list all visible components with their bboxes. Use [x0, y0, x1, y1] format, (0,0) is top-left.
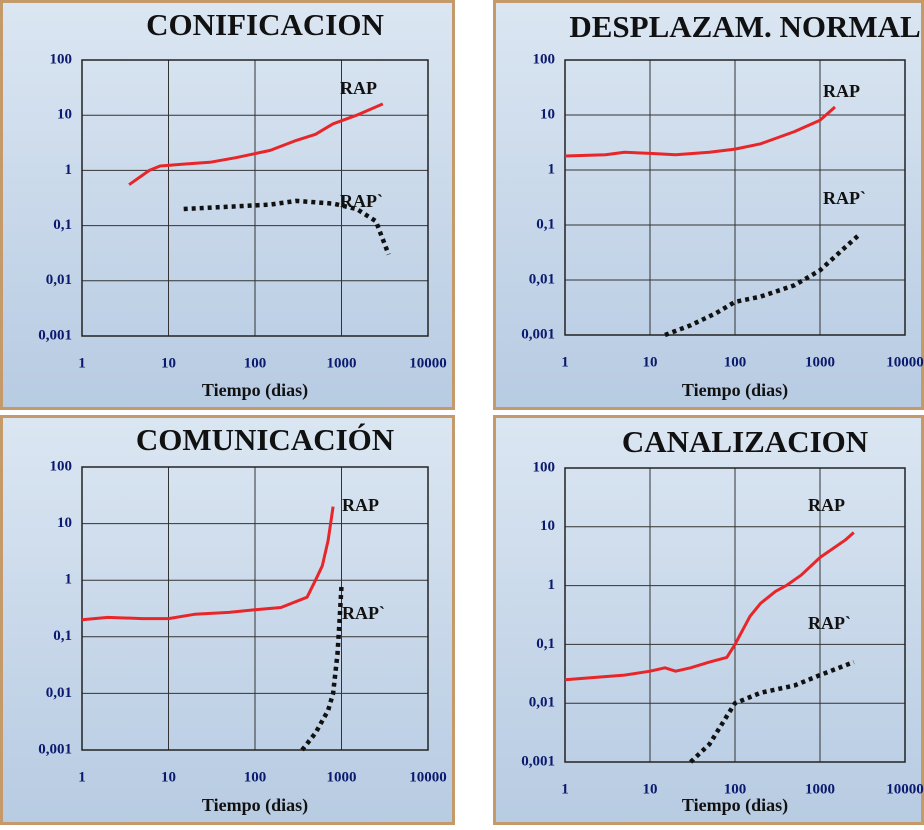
- x-tick-label: 100: [724, 354, 747, 370]
- x-tick-label: 1: [78, 355, 86, 371]
- series-label: RAP: [808, 495, 845, 515]
- y-tick-label: 10: [540, 518, 555, 534]
- data-line: [183, 198, 391, 256]
- y-tick-label: 10: [57, 515, 72, 531]
- panel-background: [0, 415, 455, 825]
- chart-panel: CONIFICACION Tiempo (dias) 100 10 1 0,1 0,01 0,…: [0, 0, 455, 410]
- chart-title: DESPLAZAM. NORMAL: [569, 9, 920, 44]
- series-label: RAP`: [340, 191, 383, 211]
- x-tick-label: 100: [244, 769, 267, 785]
- x-axis-label: Tiempo (dias): [202, 795, 308, 816]
- x-axis-label: Tiempo (dias): [202, 380, 308, 401]
- y-tick-label: 10: [57, 107, 72, 123]
- data-line: [689, 659, 855, 764]
- chart-title: CANALIZACION: [622, 424, 868, 459]
- y-tick-label: 1: [65, 572, 73, 588]
- data-line: [300, 585, 344, 752]
- panel-background: [493, 415, 924, 825]
- chart-title: COMUNICACIÓN: [136, 422, 394, 457]
- series-label: RAP: [823, 81, 860, 101]
- data-line: [564, 531, 855, 682]
- x-tick-label: 10000: [886, 781, 924, 797]
- data-line: [564, 105, 836, 158]
- x-tick-label: 10: [161, 355, 176, 371]
- chart-panel: DESPLAZAM. NORMAL Tiempo (dias) 100 10 1 0,1 0…: [493, 0, 924, 410]
- x-tick-label: 10000: [886, 354, 924, 370]
- series-label: RAP`: [342, 603, 385, 623]
- y-tick-label: 100: [50, 458, 73, 474]
- x-tick-label: 1000: [805, 781, 835, 797]
- y-tick-label: 0,01: [529, 695, 555, 711]
- y-tick-label: 0,01: [46, 685, 72, 701]
- y-tick-label: 1: [548, 161, 556, 177]
- y-tick-label: 1: [548, 577, 556, 593]
- x-axis-label: Tiempo (dias): [682, 795, 788, 816]
- x-tick-label: 10: [643, 354, 658, 370]
- y-tick-label: 100: [533, 51, 556, 67]
- y-tick-label: 0,001: [38, 741, 72, 757]
- series-label: RAP: [342, 495, 379, 515]
- x-tick-label: 10000: [409, 769, 447, 785]
- plot-frame: [564, 59, 906, 336]
- x-tick-label: 100: [244, 355, 267, 371]
- y-tick-label: 100: [533, 459, 556, 475]
- y-tick-label: 0,1: [536, 636, 555, 652]
- y-tick-label: 0,1: [536, 216, 555, 232]
- y-tick-label: 0,1: [53, 217, 72, 233]
- x-tick-label: 1000: [805, 354, 835, 370]
- data-line: [664, 231, 863, 338]
- chart-panel: COMUNICACIÓN Tiempo (dias) 100 10 1 0,1 0,01 0,…: [0, 415, 455, 825]
- x-tick-label: 1: [561, 781, 569, 797]
- y-tick-label: 10: [540, 106, 555, 122]
- x-tick-label: 100: [724, 781, 747, 797]
- plot-frame: [81, 59, 429, 337]
- chart-title: CONIFICACION: [146, 7, 384, 42]
- y-tick-label: 0,001: [521, 326, 555, 342]
- x-tick-label: 1: [78, 769, 86, 785]
- y-tick-label: 100: [50, 51, 73, 67]
- y-tick-label: 0,1: [53, 628, 72, 644]
- x-tick-label: 10: [643, 781, 658, 797]
- plot-frame: [81, 466, 429, 751]
- series-label: RAP`: [823, 188, 866, 208]
- y-tick-label: 0,01: [46, 272, 72, 288]
- y-tick-label: 0,001: [521, 753, 555, 769]
- x-tick-label: 10000: [409, 355, 447, 371]
- y-tick-label: 1: [65, 162, 73, 178]
- x-tick-label: 1000: [327, 355, 357, 371]
- series-label: RAP: [340, 78, 377, 98]
- y-tick-label: 0,001: [38, 327, 72, 343]
- data-line: [81, 506, 335, 622]
- x-tick-label: 1000: [327, 769, 357, 785]
- x-tick-label: 1: [561, 354, 569, 370]
- panel-background: [493, 0, 924, 410]
- series-label: RAP`: [808, 613, 851, 633]
- plot-frame: [564, 467, 906, 763]
- x-axis-label: Tiempo (dias): [682, 380, 788, 401]
- y-tick-label: 0,01: [529, 271, 555, 287]
- x-tick-label: 10: [161, 769, 176, 785]
- data-line: [128, 102, 384, 186]
